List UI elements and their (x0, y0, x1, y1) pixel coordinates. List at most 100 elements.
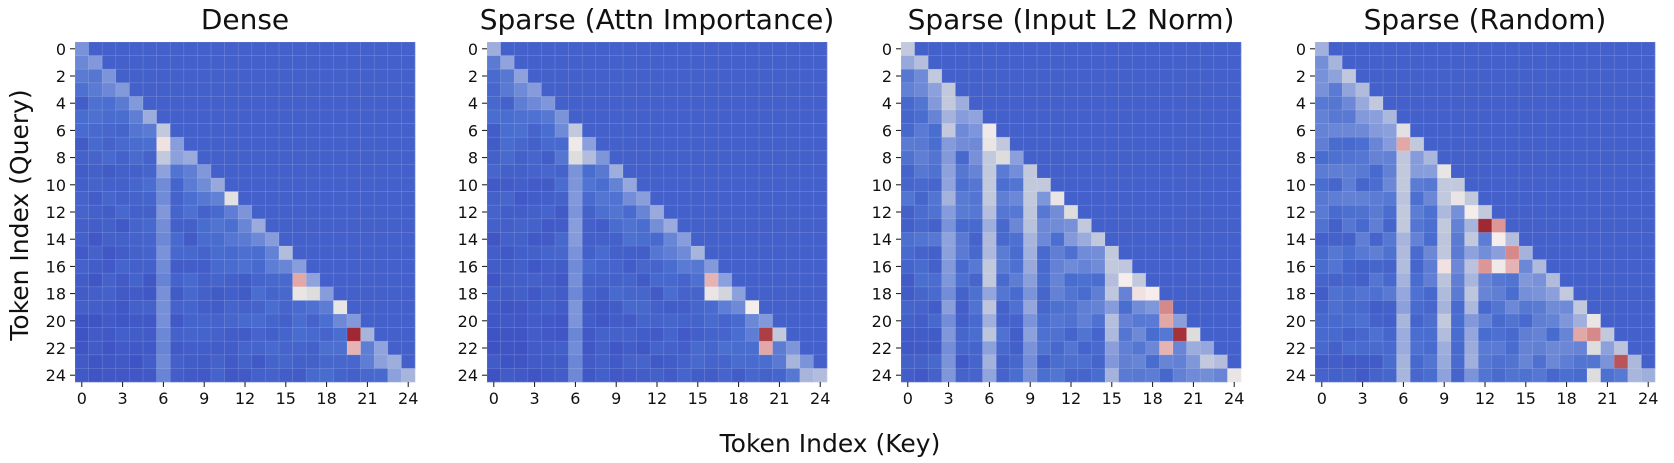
heatmap-cell (663, 259, 678, 274)
heatmap-cell (718, 96, 733, 111)
heatmap-cell (555, 150, 569, 165)
heatmap-cell (636, 286, 651, 301)
heatmap-cell (102, 218, 117, 233)
heatmap-cell (636, 164, 651, 179)
heatmap-cell (1213, 368, 1228, 383)
heatmap-cell (745, 69, 760, 84)
heatmap-cell (1600, 110, 1615, 124)
heatmap-cell (1200, 96, 1215, 111)
heatmap-cell (1105, 273, 1119, 288)
heatmap-cell (813, 286, 828, 301)
heatmap-cell (251, 273, 266, 288)
heatmap-cell (251, 137, 266, 152)
heatmap-cell (745, 42, 760, 56)
heatmap-cell (115, 55, 130, 70)
heatmap-cell (1091, 368, 1106, 383)
heatmap-cell (1145, 354, 1160, 369)
heatmap-cell (1200, 218, 1215, 233)
heatmap-cell (238, 259, 253, 274)
heatmap-cell (387, 164, 402, 179)
heatmap-cell (183, 178, 198, 192)
heatmap-cell (333, 191, 348, 206)
heatmap-cell (1355, 123, 1370, 138)
heatmap-cell (1064, 96, 1079, 111)
heatmap-cell (374, 205, 389, 220)
heatmap-cell (1023, 69, 1038, 84)
heatmap-cell (527, 273, 542, 288)
heatmap-cell (1627, 368, 1642, 383)
heatmap-cell (1227, 327, 1242, 342)
heatmap-cell (1600, 354, 1615, 369)
heatmap-cell (704, 327, 719, 342)
heatmap-cell (238, 55, 253, 70)
heatmap-cell (677, 150, 692, 165)
heatmap-cell (941, 178, 956, 192)
heatmap-cell (500, 42, 515, 56)
heatmap-cell (745, 164, 760, 179)
heatmap-cell (1118, 246, 1133, 260)
heatmap-cell (1091, 205, 1106, 220)
heatmap-cell (996, 341, 1011, 356)
heatmap-cell (1478, 55, 1493, 70)
heatmap-cell (1173, 205, 1187, 220)
heatmap-cell (1077, 191, 1092, 206)
heatmap-cell (1519, 354, 1533, 369)
heatmap-cell (102, 110, 117, 124)
heatmap-cell (1369, 55, 1384, 70)
heatmap-cell (1437, 150, 1452, 165)
heatmap-cell (1614, 246, 1629, 260)
heatmap-cell (609, 123, 624, 138)
heatmap-cell (663, 368, 678, 383)
heatmap-cell (183, 232, 198, 247)
heatmap-cell (319, 96, 334, 111)
heatmap-cell (88, 273, 103, 288)
heatmap-cell (1009, 96, 1024, 111)
heatmap-cell (731, 178, 746, 192)
heatmap-cell (129, 123, 144, 138)
heatmap-cell (1315, 82, 1329, 97)
heatmap-cell (129, 354, 144, 369)
heatmap-cell (514, 273, 529, 288)
heatmap-cell (901, 354, 915, 369)
heatmap-cell (1132, 205, 1147, 220)
heatmap-cell (1451, 110, 1465, 124)
heatmap-cell (197, 259, 212, 274)
heatmap-cell (1227, 69, 1242, 84)
y-tick-label: 8 (468, 149, 478, 168)
heatmap-cell (1186, 314, 1201, 328)
heatmap-cell (387, 232, 402, 247)
heatmap-cell (704, 368, 719, 383)
heatmap-cell (306, 273, 321, 288)
heatmap-cell (197, 341, 212, 356)
heatmap-cell (1532, 273, 1547, 288)
heatmap-cell (609, 55, 624, 70)
heatmap-cell (514, 137, 529, 152)
heatmap-cell (1369, 110, 1384, 124)
heatmap-cell (170, 314, 185, 328)
heatmap-cell (514, 96, 529, 111)
heatmap-cell (772, 150, 787, 165)
heatmap-cell (609, 191, 624, 206)
heatmap-cell (1105, 55, 1119, 70)
heatmap-cell (115, 42, 130, 56)
heatmap-cell (1437, 314, 1452, 328)
heatmap-cell (360, 164, 375, 179)
heatmap-cell (568, 55, 583, 70)
heatmap-cell (1355, 232, 1370, 247)
heatmap-cell (718, 164, 733, 179)
heatmap-cell (1396, 286, 1411, 301)
x-tick-label: 9 (1025, 389, 1035, 408)
heatmap-cell (183, 82, 198, 97)
heatmap-cell (360, 178, 375, 192)
heatmap-cell (75, 259, 89, 274)
heatmap-cell (582, 150, 597, 165)
heatmap-cell (745, 354, 760, 369)
heatmap-cell (1573, 164, 1588, 179)
heatmap-cell (914, 137, 929, 152)
heatmap-cell (527, 82, 542, 97)
heatmap-cell (799, 164, 814, 179)
heatmap-cell (1410, 259, 1425, 274)
heatmap-cell (1505, 164, 1520, 179)
heatmap-cell (1037, 368, 1051, 383)
heatmap-cell (156, 232, 171, 247)
